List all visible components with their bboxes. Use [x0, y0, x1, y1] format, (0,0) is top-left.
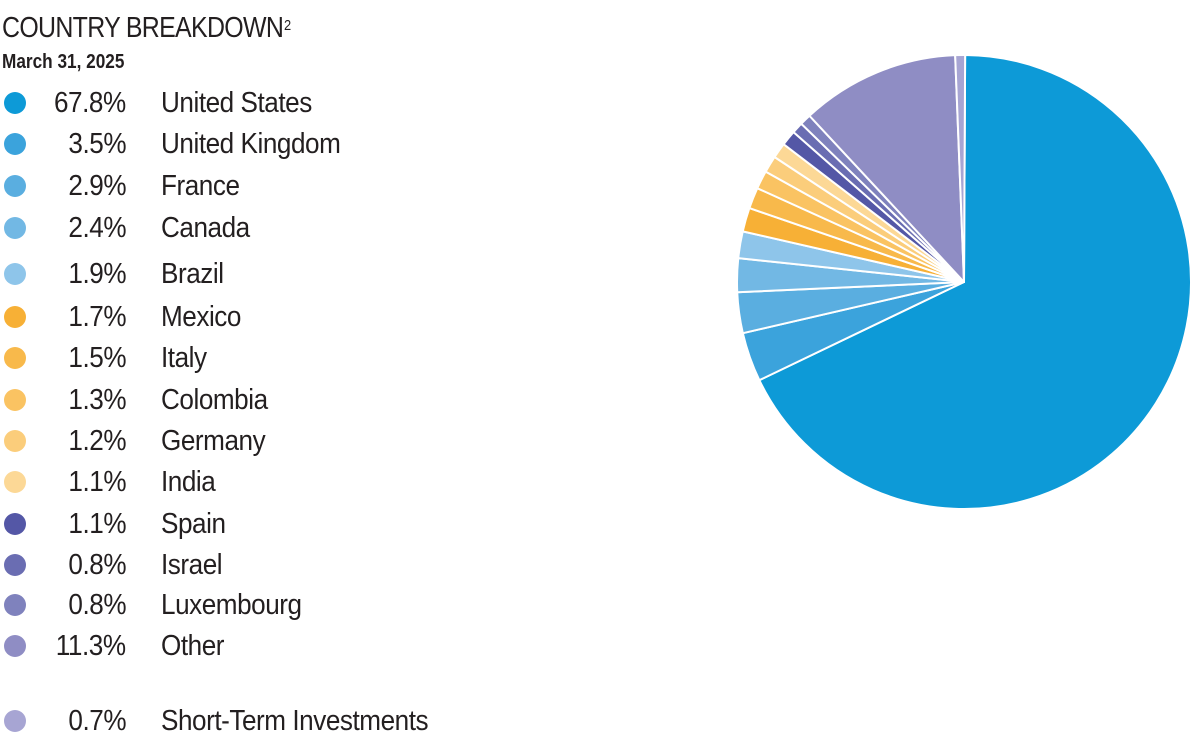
- pie-chart: [736, 55, 1192, 510]
- legend-label: Spain: [161, 508, 226, 540]
- footnote-marker: 2: [284, 17, 291, 34]
- legend-swatch: [4, 471, 26, 493]
- legend-item: 0.7% Short-Term Investments: [0, 703, 600, 739]
- legend-swatch: [4, 217, 26, 239]
- legend-swatch: [4, 554, 26, 576]
- legend-value-text: 3.5%: [68, 128, 126, 160]
- legend-value-text: 1.3%: [68, 384, 126, 416]
- pie-slice: [758, 55, 1192, 510]
- legend-label: Short-Term Investments: [161, 705, 429, 737]
- legend-item: 1.1% India: [0, 464, 600, 500]
- legend-value-text: 1.7%: [68, 301, 126, 333]
- legend-item: 1.2% Germany: [0, 423, 600, 459]
- legend-value-text: 1.9%: [68, 258, 126, 290]
- chart-date: March 31, 2025: [2, 51, 125, 73]
- legend: 67.8% United States 3.5% United Kingdom 2.9%…: [0, 85, 600, 739]
- legend-item: 1.3% Colombia: [0, 382, 600, 418]
- legend-item: 1.7% Mexico: [0, 299, 600, 335]
- legend-value: 2.4%: [30, 210, 126, 246]
- legend-value: 0.7%: [30, 703, 126, 739]
- legend-label: Mexico: [161, 301, 241, 333]
- legend-label: United Kingdom: [161, 128, 341, 160]
- legend-label: Israel: [161, 549, 223, 581]
- legend-value-text: 1.2%: [68, 425, 126, 457]
- legend-value-text: 11.3%: [56, 630, 126, 662]
- legend-label: Other: [161, 630, 225, 662]
- legend-swatch: [4, 306, 26, 328]
- chart-title: COUNTRY BREAKDOWN2: [2, 12, 291, 44]
- legend-value-text: 1.5%: [68, 342, 126, 374]
- legend-value-text: 2.4%: [68, 212, 126, 244]
- legend-label: France: [161, 170, 240, 202]
- legend-swatch: [4, 430, 26, 452]
- pie-slice: [954, 55, 967, 283]
- legend-item: 2.4% Canada: [0, 210, 600, 246]
- legend-item: 11.3% Other: [0, 628, 600, 664]
- legend-value: 2.9%: [30, 168, 126, 204]
- legend-value: 3.5%: [30, 126, 126, 162]
- legend-item: 0.8% Luxembourg: [0, 587, 600, 623]
- legend-value: 1.7%: [30, 299, 126, 335]
- legend-value-text: 0.7%: [68, 705, 126, 737]
- legend-item: 1.5% Italy: [0, 340, 600, 376]
- legend-value-text: 0.8%: [68, 589, 126, 621]
- legend-item: 67.8% United States: [0, 85, 600, 121]
- legend-item: 2.9% France: [0, 168, 600, 204]
- legend-value: 1.2%: [30, 423, 126, 459]
- legend-swatch: [4, 710, 26, 732]
- legend-swatch: [4, 635, 26, 657]
- legend-item: 1.9% Brazil: [0, 256, 600, 292]
- legend-item: 0.8% Israel: [0, 547, 600, 583]
- legend-label: Germany: [161, 425, 266, 457]
- legend-label: Brazil: [161, 258, 224, 290]
- legend-value: 1.3%: [30, 382, 126, 418]
- legend-value: 1.1%: [30, 464, 126, 500]
- legend-value: 0.8%: [30, 547, 126, 583]
- legend-swatch: [4, 263, 26, 285]
- legend-swatch: [4, 389, 26, 411]
- legend-label: Canada: [161, 212, 250, 244]
- legend-swatch: [4, 92, 26, 114]
- legend-swatch: [4, 175, 26, 197]
- legend-swatch: [4, 513, 26, 535]
- legend-label: Colombia: [161, 384, 268, 416]
- legend-value-text: 0.8%: [68, 549, 126, 581]
- legend-label: Italy: [161, 342, 207, 374]
- legend-swatch: [4, 594, 26, 616]
- legend-value-text: 67.8%: [54, 87, 126, 119]
- legend-value: 1.9%: [30, 256, 126, 292]
- legend-item: 3.5% United Kingdom: [0, 126, 600, 162]
- legend-label: United States: [161, 87, 312, 119]
- legend-value-text: 1.1%: [68, 466, 126, 498]
- pie-slice: [808, 55, 965, 283]
- legend-value: 0.8%: [30, 587, 126, 623]
- legend-value: 67.8%: [30, 85, 126, 121]
- legend-value: 1.5%: [30, 340, 126, 376]
- legend-swatch: [4, 133, 26, 155]
- legend-value: 11.3%: [30, 628, 126, 664]
- legend-item: 1.1% Spain: [0, 506, 600, 542]
- legend-value: 1.1%: [30, 506, 126, 542]
- legend-swatch: [4, 347, 26, 369]
- legend-label: Luxembourg: [161, 589, 302, 621]
- legend-label: India: [161, 466, 216, 498]
- legend-value-text: 1.1%: [68, 508, 126, 540]
- legend-value-text: 2.9%: [68, 170, 126, 202]
